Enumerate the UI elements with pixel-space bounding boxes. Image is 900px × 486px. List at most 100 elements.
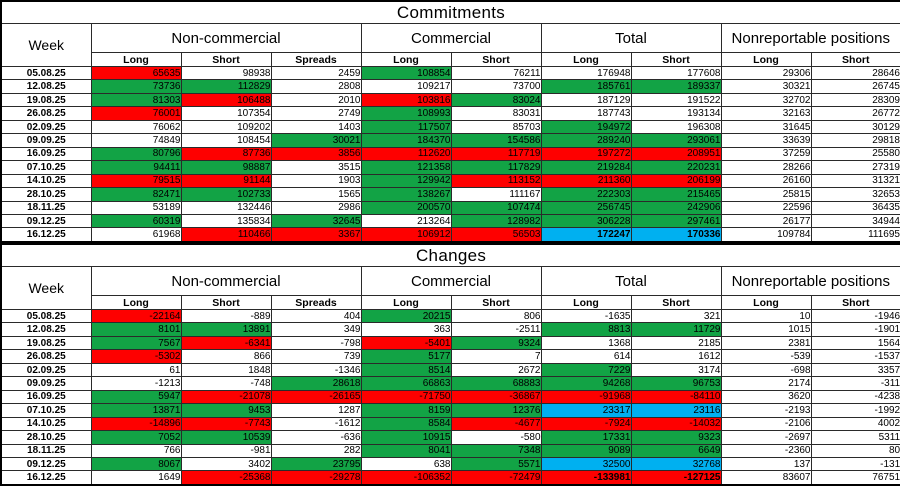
sub-header-row: Long Short Spreads Long Short Long Short… <box>1 52 900 67</box>
value-cell: 30021 <box>270 133 362 148</box>
value-cell: -1992 <box>810 403 900 418</box>
value-cell: 7567 <box>90 335 182 351</box>
value-cell: 81303 <box>90 92 182 108</box>
value-cell: 106488 <box>180 92 272 108</box>
col-nc-spreads: Spreads <box>270 295 362 310</box>
value-cell: 107354 <box>180 106 272 121</box>
value-cell: -71750 <box>360 389 452 405</box>
value-cell: 32163 <box>720 106 812 121</box>
value-cell: -21078 <box>180 389 272 405</box>
value-cell: 108854 <box>360 65 452 81</box>
week-cell: 18.11.25 <box>0 443 92 459</box>
week-cell: 16.12.25 <box>0 227 92 243</box>
week-cell: 14.10.25 <box>0 173 92 189</box>
table-row: 18.11.25 766 -981 282 8041 7348 9089 6649 -2360 8… <box>0 443 900 459</box>
value-cell: 321 <box>630 308 722 324</box>
value-cell: 33639 <box>720 133 812 148</box>
week-cell: 09.09.25 <box>0 376 92 391</box>
value-cell: 32768 <box>630 456 722 472</box>
value-cell: 766 <box>90 443 182 459</box>
value-cell: 76001 <box>90 106 182 121</box>
value-cell: 129942 <box>360 173 452 189</box>
value-cell: -29278 <box>270 470 362 486</box>
value-cell: -1635 <box>540 308 632 324</box>
table-row: 09.09.25 74849 108454 30021 184370 154586 2892… <box>0 133 900 148</box>
value-cell: -72479 <box>450 470 542 486</box>
value-cell: 117507 <box>360 119 452 135</box>
value-cell: 1612 <box>630 349 722 364</box>
week-cell: 09.09.25 <box>0 133 92 148</box>
value-cell: 79515 <box>90 173 182 189</box>
value-cell: -580 <box>450 430 542 445</box>
value-cell: 23795 <box>270 456 362 472</box>
value-cell: 1848 <box>180 362 272 378</box>
value-cell: 213264 <box>360 213 452 229</box>
value-cell: 172247 <box>540 227 632 243</box>
value-cell: 1649 <box>90 470 182 486</box>
value-cell: -5302 <box>90 349 182 364</box>
group-header-row: Week Non-commercial Commercial Total Non… <box>0 266 900 310</box>
col-c-short: Short <box>450 295 542 310</box>
week-cell: 16.12.25 <box>0 470 92 486</box>
value-cell: 2749 <box>270 106 362 121</box>
col-t-long: Long <box>540 295 632 310</box>
value-cell: 177608 <box>630 65 722 81</box>
value-cell: 28646 <box>810 65 900 81</box>
value-cell: 8041 <box>360 443 452 459</box>
table-row: 19.08.25 7567 -6341 -798 -5401 9324 1368 2185 23… <box>0 335 900 351</box>
table-row: 18.11.25 53189 132446 2986 200570 107474 25674… <box>0 200 900 216</box>
group-header-row: Week Non-commercial Commercial Total Non… <box>0 23 900 67</box>
value-cell: 56503 <box>450 227 542 243</box>
value-cell: 108993 <box>360 106 452 121</box>
value-cell: -7743 <box>180 416 272 432</box>
value-cell: 23116 <box>630 403 722 418</box>
col-nc-short: Short <box>180 295 272 310</box>
col-nc-spreads: Spreads <box>270 52 362 67</box>
value-cell: 200570 <box>360 200 452 216</box>
value-cell: -636 <box>270 430 362 445</box>
value-cell: 28309 <box>810 92 900 108</box>
value-cell: 193134 <box>630 106 722 121</box>
value-cell: 222303 <box>540 187 632 202</box>
value-cell: 76751 <box>810 470 900 486</box>
value-cell: 80796 <box>90 146 182 162</box>
title-row: Commitments <box>0 0 900 24</box>
table-row: 02.09.25 76062 109202 1403 117507 85703 194972… <box>0 119 900 135</box>
value-cell: -4677 <box>450 416 542 432</box>
table-row: 05.08.25 -22164 -889 404 20215 806 -1635 321 10-… <box>0 308 900 324</box>
value-cell: 29306 <box>720 65 812 81</box>
value-cell: 9323 <box>630 430 722 445</box>
col-c-long: Long <box>360 295 452 310</box>
value-cell: 219284 <box>540 160 632 175</box>
table-row: 09.09.25 -1213 -748 28618 66863 68883 94268 967… <box>0 376 900 391</box>
col-t-long: Long <box>540 52 632 67</box>
value-cell: 108454 <box>180 133 272 148</box>
value-cell: -2106 <box>720 416 812 432</box>
table-row: 16.09.25 80796 87736 3856 112620 117719 197272… <box>0 146 900 162</box>
value-cell: 53189 <box>90 200 182 216</box>
week-cell: 28.10.25 <box>0 430 92 445</box>
table-row: 26.08.25 76001 107354 2749 108993 83031 187743… <box>0 106 900 121</box>
value-cell: 7348 <box>450 443 542 459</box>
table-row: 09.12.25 8067 3402 23795 638 5571 32500 32768 13… <box>0 456 900 472</box>
week-cell: 16.09.25 <box>0 146 92 162</box>
table-row: 05.08.25 65635 98938 2459 108854 76211 176948 1… <box>0 65 900 81</box>
value-cell: 215465 <box>630 187 722 202</box>
value-cell: 242906 <box>630 200 722 216</box>
value-cell: 31645 <box>720 119 812 135</box>
value-cell: -2193 <box>720 403 812 418</box>
value-cell: 26745 <box>810 79 900 94</box>
value-cell: 76211 <box>450 65 542 81</box>
value-cell: 1565 <box>270 187 362 202</box>
value-cell: 3620 <box>720 389 812 405</box>
value-cell: 22596 <box>720 200 812 216</box>
value-cell: 32500 <box>540 456 632 472</box>
table-row: 07.10.25 13871 9453 1287 8159 12376 23317 23116… <box>0 403 900 418</box>
value-cell: 107474 <box>450 200 542 216</box>
value-cell: 3856 <box>270 146 362 162</box>
value-cell: 614 <box>540 349 632 364</box>
value-cell: 2459 <box>270 65 362 81</box>
group-non-commercial: Non-commercial <box>90 266 362 296</box>
week-cell: 16.09.25 <box>0 389 92 405</box>
value-cell: 82471 <box>90 187 182 202</box>
